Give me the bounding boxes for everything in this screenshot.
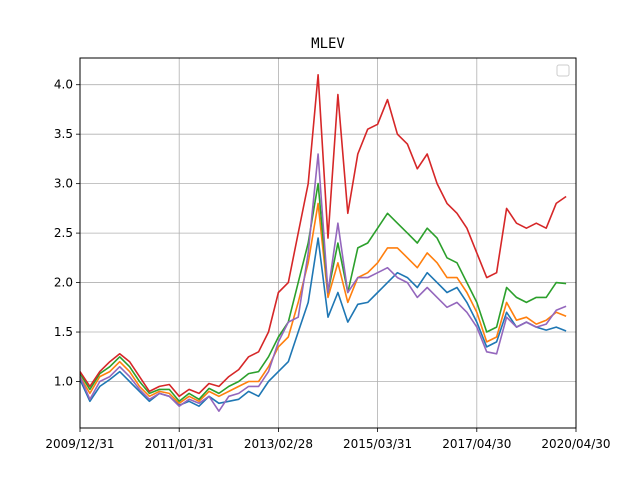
- y-tick-label: 4.0: [54, 78, 73, 92]
- chart-title: MLEV: [311, 36, 345, 52]
- x-axis: 2009/12/31 2011/01/31 2013/02/28 2015/03/31…: [45, 428, 611, 451]
- x-tick-label: 2009/12/31: [45, 437, 114, 451]
- series-line-4: [79, 74, 567, 398]
- y-axis: 1.0 1.5 2.0 2.5 3.0 3.5 4.0: [54, 78, 80, 389]
- plot-area: [80, 58, 576, 428]
- x-tick-label: 2017/04/30: [442, 437, 511, 451]
- y-tick-label: 1.5: [54, 325, 73, 339]
- y-tick-label: 3.5: [54, 127, 73, 141]
- x-tick-label: 2011/01/31: [145, 437, 214, 451]
- y-tick-label: 1.0: [54, 375, 73, 389]
- series-line-5: [79, 153, 567, 413]
- y-tick-label: 3.0: [54, 177, 73, 191]
- y-tick-label: 2.5: [54, 226, 73, 240]
- plot-frame: [79, 57, 577, 429]
- x-tick-label: 2013/02/28: [244, 437, 313, 451]
- y-tick-label: 2.0: [54, 276, 73, 290]
- series-line-2: [79, 202, 567, 405]
- legend-box: [556, 64, 570, 77]
- series-line-3: [79, 182, 567, 403]
- x-tick-label: 2020/04/30: [541, 437, 610, 451]
- series-lines: [79, 74, 567, 413]
- x-tick-label: 2015/03/31: [343, 437, 412, 451]
